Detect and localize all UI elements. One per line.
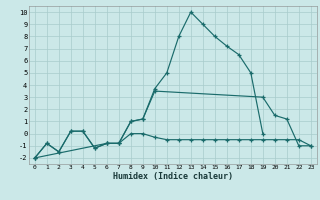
X-axis label: Humidex (Indice chaleur): Humidex (Indice chaleur) bbox=[113, 172, 233, 181]
